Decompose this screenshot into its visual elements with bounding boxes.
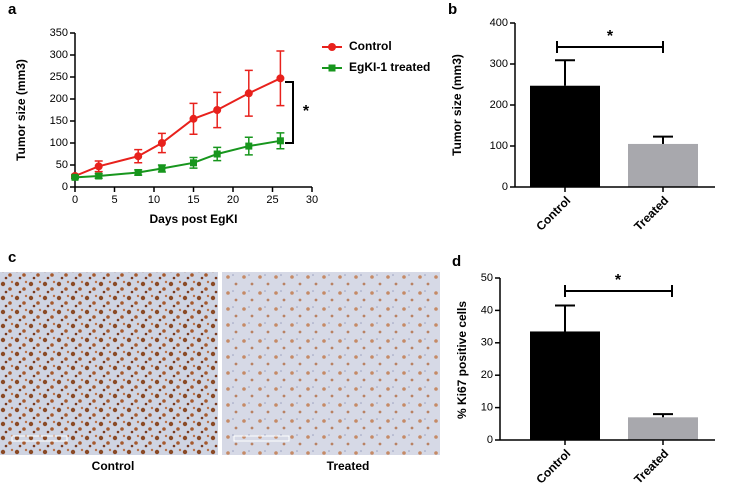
panel-label: d [452, 253, 461, 270]
x-axis-label: Days post EgKI [149, 212, 237, 226]
y-tick-label: 100 [490, 140, 508, 152]
panel-label: b [448, 1, 457, 18]
point [213, 150, 221, 158]
significance-bracket [285, 81, 294, 144]
point [244, 89, 253, 98]
x-tick-label: Treated [631, 446, 671, 486]
y-tick-label: 100 [50, 137, 68, 149]
y-tick-label: 40 [481, 304, 493, 316]
legend-label: Control [349, 39, 392, 53]
point [134, 168, 142, 176]
error-bar [653, 413, 673, 418]
x-tick-label: 5 [111, 194, 117, 206]
x-tick-label: 0 [72, 194, 78, 206]
y-axis-label: % Ki67 positive cells [455, 301, 469, 419]
error-bar [555, 304, 575, 332]
bar [530, 85, 600, 187]
y-tick-label: 10 [481, 402, 493, 414]
error-bar [555, 59, 575, 86]
x-tick-label: Control [533, 193, 573, 233]
image-caption: Control [92, 459, 135, 473]
y-tick-label: 0 [502, 181, 508, 193]
significance-label: * [607, 28, 614, 45]
y-tick-label: 150 [50, 115, 68, 127]
y-tick-label: 250 [50, 71, 68, 83]
scale-bar [233, 435, 290, 442]
legend-marker [328, 43, 336, 51]
significance-label: * [615, 272, 622, 289]
point [157, 139, 166, 147]
y-tick-label: 300 [490, 58, 508, 70]
x-tick-label: 15 [187, 194, 199, 206]
tissue-image [222, 272, 440, 455]
x-tick-label: 25 [266, 194, 278, 206]
point [71, 173, 79, 181]
point [213, 106, 222, 114]
y-tick-label: 50 [481, 272, 493, 284]
point [189, 114, 198, 123]
bar [530, 331, 600, 440]
point [134, 152, 143, 161]
legend-label: EgKI-1 treated [349, 60, 430, 74]
image-caption: Treated [327, 459, 370, 473]
point [94, 162, 103, 171]
point [276, 137, 284, 145]
y-axis-label: Tumor size (mm3) [14, 59, 28, 161]
series-line [74, 139, 281, 179]
legend-marker [328, 64, 336, 72]
panel-label: c [8, 249, 16, 266]
point [158, 165, 166, 173]
y-tick-label: 200 [490, 99, 508, 111]
y-axis-label: Tumor size (mm3) [450, 54, 464, 156]
point [276, 74, 285, 83]
point [190, 159, 197, 167]
significance-label: * [303, 103, 310, 120]
x-tick-label: 20 [227, 194, 239, 206]
x-tick-label: Control [533, 446, 573, 486]
y-tick-label: 50 [56, 159, 68, 171]
series-line [74, 77, 281, 177]
scale-bar [11, 435, 68, 442]
y-tick-label: 0 [487, 434, 493, 446]
x-tick-label: 30 [306, 194, 318, 206]
y-tick-label: 200 [50, 93, 68, 105]
point [245, 142, 253, 150]
panel-label: a [8, 1, 17, 18]
x-tick-label: Treated [631, 193, 671, 233]
significance-bracket [564, 285, 673, 297]
bar [628, 143, 698, 187]
bar [628, 417, 698, 440]
y-tick-label: 30 [481, 337, 493, 349]
significance-bracket [556, 41, 664, 53]
y-tick-label: 300 [50, 49, 68, 61]
x-tick-label: 10 [148, 194, 160, 206]
y-tick-label: 400 [490, 17, 508, 29]
y-tick-label: 20 [481, 369, 493, 381]
y-tick-label: 350 [50, 27, 68, 39]
y-tick-label: 0 [62, 181, 68, 193]
error-bar [653, 135, 673, 144]
point [95, 172, 103, 180]
tissue-image [0, 272, 218, 455]
